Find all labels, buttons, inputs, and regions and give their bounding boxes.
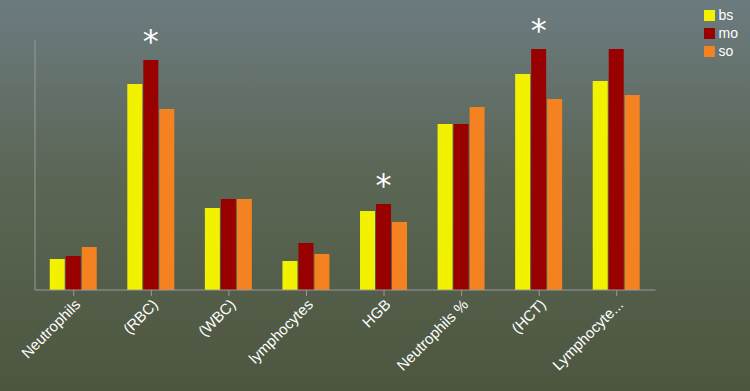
svg-text:*: * [143, 22, 159, 60]
svg-text:(HCT): (HCT) [508, 296, 549, 337]
svg-text:Lymphocyte...: Lymphocyte... [549, 296, 627, 374]
svg-text:(RBC): (RBC) [120, 296, 161, 337]
html-text:mo: mo [718, 25, 738, 41]
svg-text:*: * [376, 166, 392, 204]
svg-text:*: * [531, 11, 547, 49]
svg-text:lymphocytes: lymphocytes [245, 296, 316, 367]
html-text:bs: bs [718, 7, 734, 23]
svg-text:Neutrophils: Neutrophils [18, 296, 84, 362]
html-text:so: so [718, 43, 734, 59]
svg-text:Neutrophils %: Neutrophils % [393, 296, 471, 374]
svg-text:HGB: HGB [359, 296, 394, 331]
svg-text:(WBC): (WBC) [195, 296, 239, 340]
